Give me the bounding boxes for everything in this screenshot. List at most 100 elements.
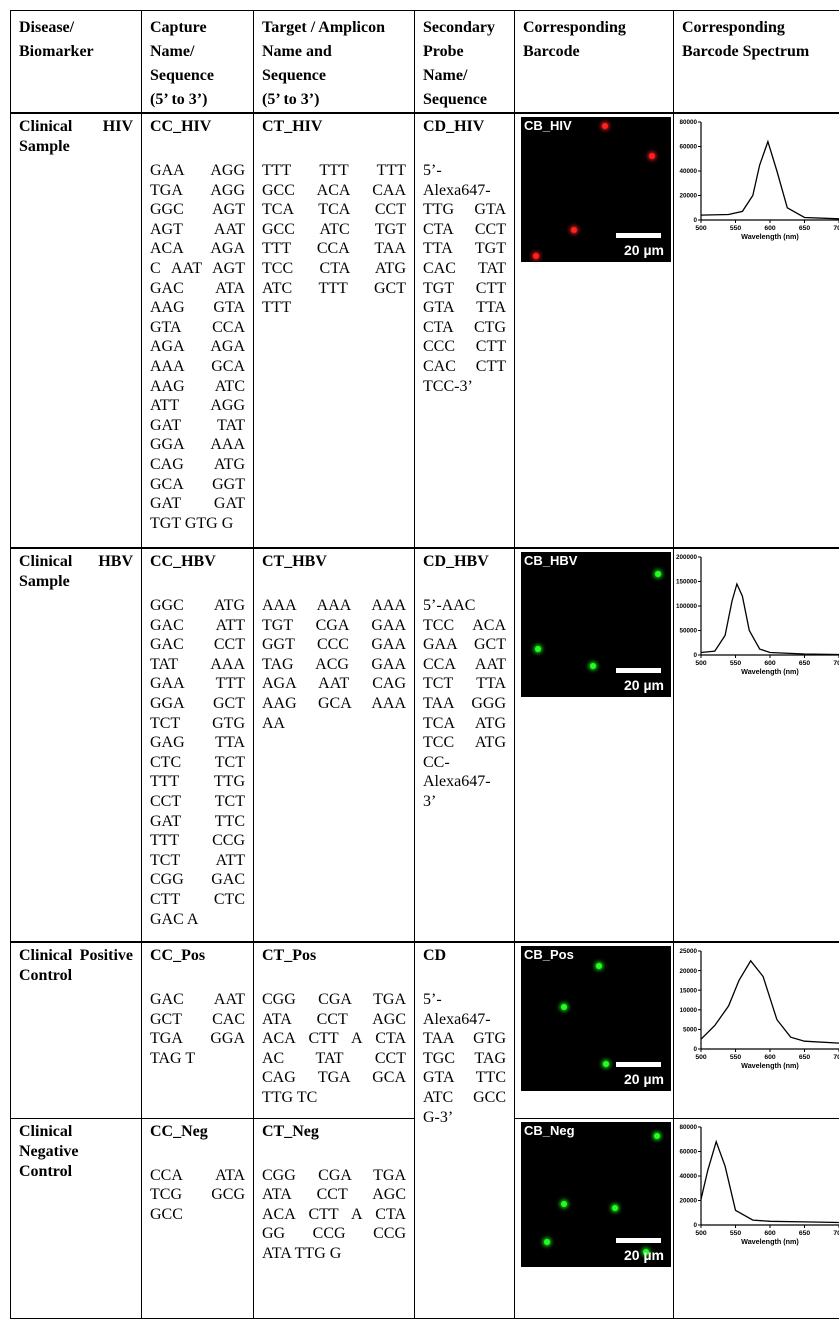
disease: Clinical HIV Sample [19,117,133,157]
sequence-line: GAT GAT [150,494,245,514]
x-tick-label: 600 [764,225,776,232]
sequence-line: AC TAT CCT [262,1049,406,1069]
barcode-dot [654,1133,660,1139]
spectrum-line [701,961,839,1043]
disease-cell: Clinical HIV Sample [11,113,142,548]
x-tick-label: 600 [764,1230,776,1237]
spectrum-chart: 050000100000150000200000500550600650700W… [674,551,839,679]
spectrum-chart: 020000400006000080000500550600650700Wave… [674,116,839,244]
sequence-line: GAC ATA [150,279,245,299]
sequence-line: GGT CCC GAA [262,635,406,655]
x-tick-label: 650 [799,225,811,232]
sequence-line: AGT AAT [150,220,245,240]
sequence-line: TCC-3’ [423,377,506,397]
x-tick-label: 500 [695,660,707,667]
x-tick-label: 650 [799,1230,811,1237]
sequence-line: TTG GTA [423,200,506,220]
sequence-line: TCT GTG [150,714,245,734]
sequence-line: G-3’ [423,1108,506,1128]
x-axis-title: Wavelength (nm) [741,667,799,676]
sequence-line: CAG ATG [150,455,245,475]
sequence-line: TAA GGG [423,694,506,714]
sequence-line: ATC TTT GCT [262,279,406,299]
sequence-line: TAT AAA [150,655,245,675]
sequence-line: ACA CTT A CTA [262,1029,406,1049]
sequence-line: TAA GTG [423,1029,506,1049]
sequence-line: CTA CCT [423,220,506,240]
sequence-line: GGC ATG [150,596,245,616]
header-line: Corresponding [682,16,839,40]
page: {"table": { "header": [["Disease/", "Bio… [0,0,839,1264]
spectrum-line [701,584,839,655]
sequence-line: ATA CCT AGC [262,1185,406,1205]
sequence-line: GCT CAC [150,1010,245,1030]
y-tick-label: 20000 [679,193,697,200]
spectrum-line [701,142,839,219]
sequence-line: AAA AAA AAA [262,596,406,616]
x-tick-label: 550 [730,1230,742,1237]
scale-bar [616,1238,661,1243]
sequence-line: GAA GCT [423,635,506,655]
y-tick-label: 80000 [679,119,697,126]
x-tick-label: 500 [695,1054,707,1061]
barcode-label: CB_Neg [524,1123,575,1138]
sequence-line: CAG TGA GCA [262,1068,406,1088]
sequence-line: TGT CGA GAA [262,616,406,636]
sequence-line: ATA CCT AGC [262,1010,406,1030]
sequence-line: CGG GAC [150,870,245,890]
barcode-dot [596,963,602,969]
y-tick-label: 60000 [679,144,697,151]
sequence-line: 3’ [423,792,506,812]
header-line: Sequence [423,88,506,112]
sequence-line: GGC AGT [150,200,245,220]
spectrum-cell: 050000100000150000200000500550600650700W… [674,548,839,942]
spectrum-chart: 0500010000150002000025000500550600650700… [674,945,839,1073]
sequence-line: CGG CGA TGA [262,990,406,1010]
barcode-dot [533,253,539,259]
x-tick-label: 700 [833,225,839,232]
disease: Clinical HBV Sample [19,552,133,592]
header-line: Barcode Spectrum [682,40,839,64]
scale-label: 20 µm [624,1071,664,1087]
sequence-name: CD [423,946,506,966]
x-tick-label: 600 [764,660,776,667]
y-tick-label: 0 [693,1046,697,1053]
sequence-line: TCT ATT [150,851,245,871]
barcode-dot [561,1004,567,1010]
y-tick-label: 0 [693,1222,697,1229]
sequence-line: GAT TAT [150,416,245,436]
barcode-dot [602,123,608,129]
header-line: Name/ [150,40,245,64]
sequence-line: TTT CCA TAA [262,239,406,259]
sequence-line: CCT TCT [150,792,245,812]
sequence-line: CGG CGA TGA [262,1166,406,1186]
header-line: (5’ to 3’) [262,88,406,112]
y-tick-label: 50000 [679,628,697,635]
barcode-dot [612,1205,618,1211]
sequence-line: TCC ATG [423,733,506,753]
sequence-line: CCA AAT [423,655,506,675]
spectrum-cell: 020000400006000080000500550600650700Wave… [674,113,839,548]
sequence-line: GTA CCA [150,318,245,338]
sequence-line: GAG TTA [150,733,245,753]
sequence-line: AAA GCA [150,357,245,377]
sequence-name: CC_Pos [150,946,245,966]
barcode-dot [655,571,661,577]
sequence-line: TAG T [150,1049,245,1069]
barcode-dot [590,663,596,669]
sequence-line: CTT CTC [150,890,245,910]
sequence-line: GGA AAA [150,435,245,455]
